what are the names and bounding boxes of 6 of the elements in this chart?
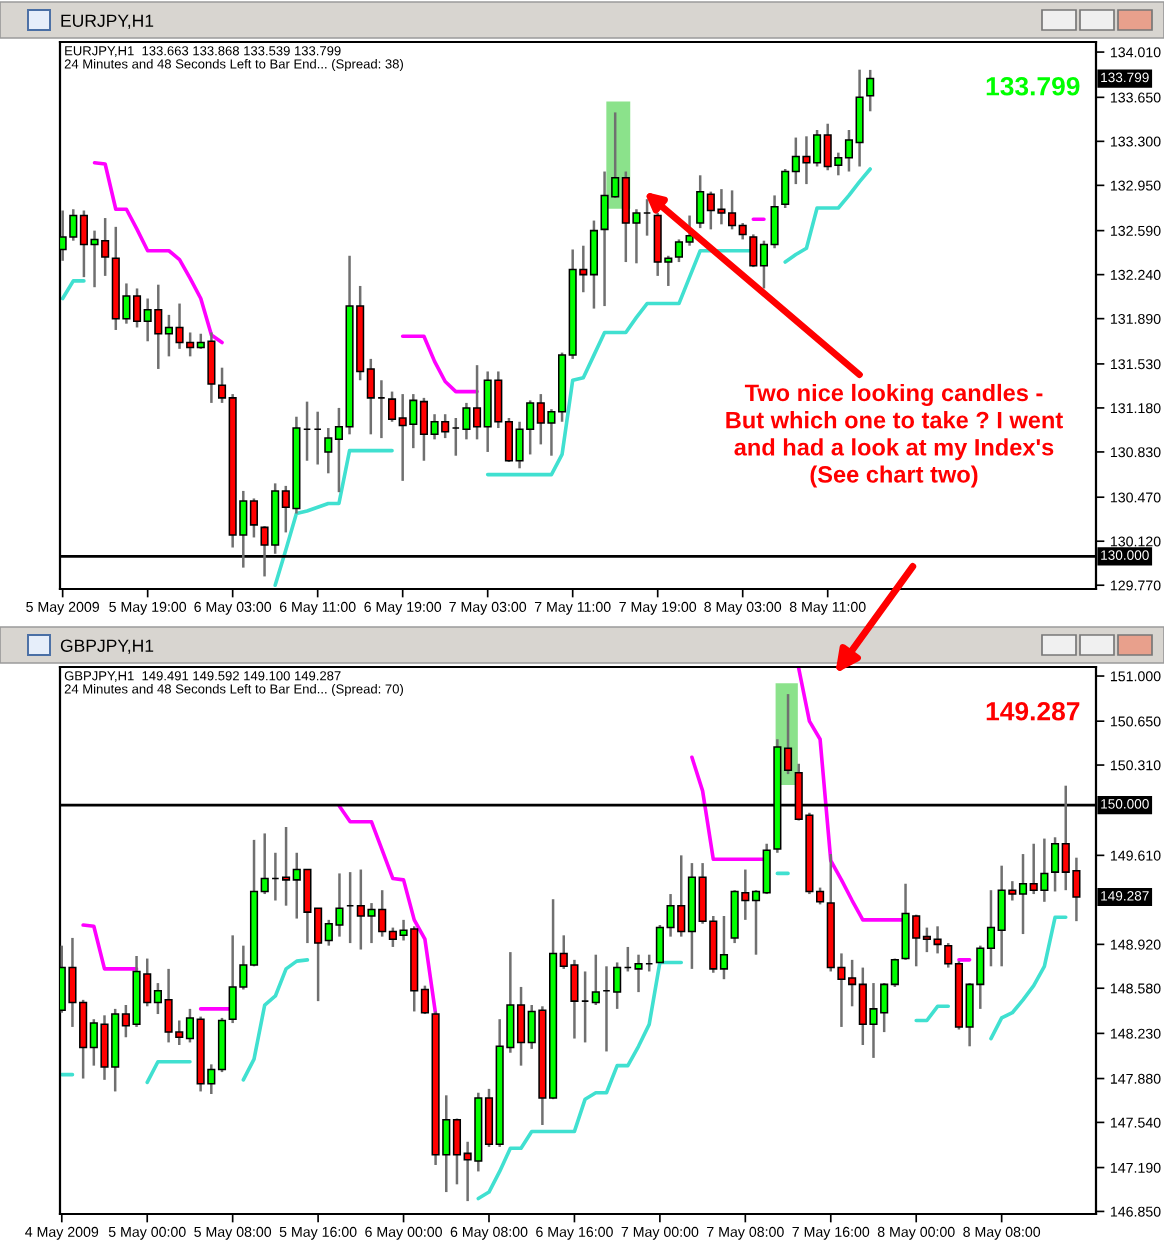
- annotation: 133.799: [986, 76, 1080, 96]
- chart-title: EURJPY,H1: [61, 14, 154, 29]
- chart-title: GBPJPY,H1: [60, 639, 154, 654]
- annotation: Two nice looking candles - But which one to take ? I went and had a look at my Index's (See chart two): [726, 383, 1063, 488]
- annotation: 149.287: [986, 701, 1080, 721]
- candlestick: [866, 68, 875, 113]
